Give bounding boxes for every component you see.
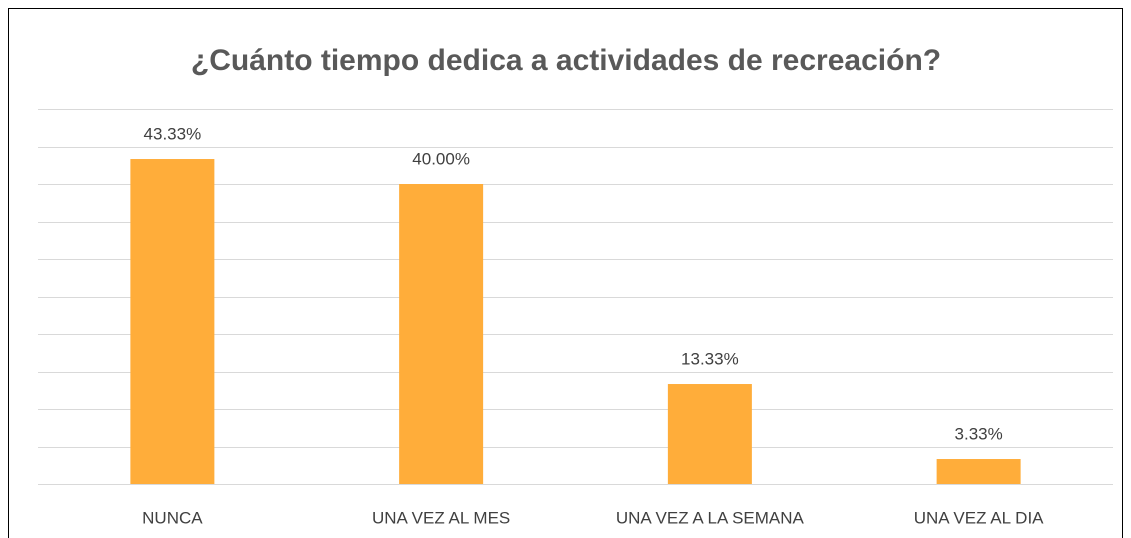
bar	[936, 459, 1021, 484]
x-tick-label: UNA VEZ A LA SEMANA	[616, 508, 805, 527]
x-tick-label: UNA VEZ AL MES	[372, 508, 510, 527]
data-label: 3.33%	[955, 425, 1003, 444]
bar	[399, 184, 484, 484]
data-label: 40.00%	[412, 149, 470, 168]
data-label: 43.33%	[144, 125, 202, 144]
bar	[667, 384, 752, 484]
x-tick-label: UNA VEZ AL DIA	[914, 508, 1044, 527]
data-label: 13.33%	[681, 350, 739, 369]
x-tick-label: NUNCA	[142, 508, 203, 527]
chart-title: ¿Cuánto tiempo dedica a actividades de r…	[191, 44, 941, 77]
bar	[130, 159, 215, 484]
